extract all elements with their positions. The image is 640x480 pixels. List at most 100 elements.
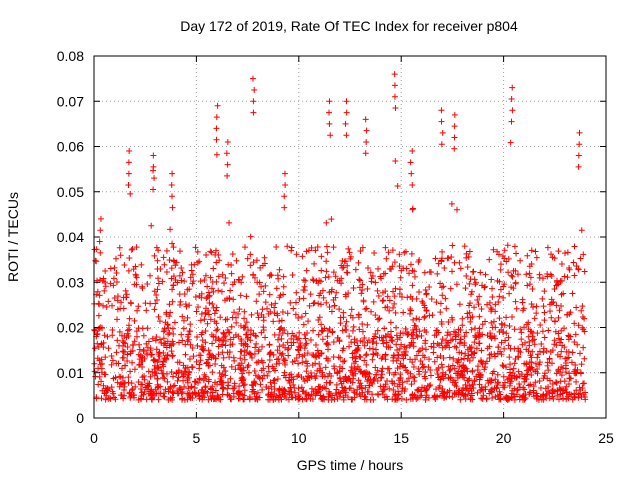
data-point-1814: [421, 302, 428, 309]
data-point-2315: [435, 329, 442, 336]
data-point-2021: [274, 375, 281, 382]
data-point-2064: [428, 343, 435, 350]
data-point-1505: [552, 379, 559, 386]
data-point-1586: [440, 375, 447, 382]
data-point-2512: [188, 383, 195, 390]
data-point-2266: [303, 267, 310, 274]
data-point-903: [192, 294, 199, 301]
data-point-2565: [128, 246, 135, 253]
data-point-1396: [284, 243, 291, 250]
data-point-904: [392, 158, 399, 165]
data-point-693: [536, 361, 543, 368]
data-point-2459: [434, 370, 441, 377]
data-point-1192: [441, 264, 448, 271]
data-point-1134: [575, 265, 582, 272]
data-point-1048: [228, 363, 235, 370]
data-point-456: [199, 393, 206, 400]
data-point-2403: [245, 362, 252, 369]
data-point-1165: [266, 357, 273, 364]
data-point-1049: [431, 358, 438, 365]
data-point-1186: [551, 255, 558, 262]
data-point-244: [396, 345, 403, 352]
data-point-2575: [501, 322, 508, 329]
data-point-2440: [235, 391, 242, 398]
data-point-1397: [557, 278, 564, 285]
data-point-505: [160, 335, 167, 342]
data-point-2517: [267, 350, 274, 357]
data-point-2476: [312, 247, 319, 254]
data-point-100: [121, 262, 128, 269]
data-point-2357: [265, 391, 272, 398]
data-point-2110: [382, 304, 389, 311]
data-point-1188: [155, 247, 162, 254]
data-point-2183: [566, 375, 573, 382]
data-point-1132: [318, 267, 325, 274]
data-point-2150: [492, 376, 499, 383]
data-point-642: [255, 358, 262, 365]
data-point-1924: [415, 365, 422, 372]
data-point-2149: [139, 364, 146, 371]
data-point-1076: [312, 341, 319, 348]
data-point-2012: [186, 302, 193, 309]
data-point-2043: [237, 366, 244, 373]
data-point-2083: [469, 381, 476, 388]
data-point-2086: [288, 342, 295, 349]
data-point-2107: [448, 268, 455, 275]
data-point-1553: [213, 247, 220, 254]
data-point-2029: [185, 374, 192, 381]
data-point-2614: [168, 193, 175, 200]
data-point-423: [481, 284, 488, 291]
data-point-213: [310, 277, 317, 284]
data-point-2603: [97, 249, 104, 256]
data-point-2294: [236, 383, 243, 390]
data-point-1112: [359, 389, 366, 396]
data-point-1237: [411, 268, 418, 275]
data-point-561: [159, 278, 166, 285]
data-point-1080: [555, 314, 562, 321]
data-point-2302: [93, 277, 100, 284]
data-point-2506: [317, 392, 324, 399]
data-point-191: [510, 365, 517, 372]
data-point-1521: [380, 297, 387, 304]
data-point-2527: [402, 248, 409, 255]
data-point-2599: [547, 301, 554, 308]
data-point-1077: [369, 391, 376, 398]
data-point-1423: [496, 388, 503, 395]
data-point-2479: [511, 243, 518, 250]
data-point-1520: [406, 270, 413, 277]
data-point-922: [249, 354, 256, 361]
data-point-2510: [413, 315, 420, 322]
data-point-51: [358, 290, 365, 297]
data-point-2492: [254, 396, 261, 403]
data-point-2493: [322, 274, 329, 281]
data-point-2560: [255, 348, 262, 355]
data-point-2544: [113, 270, 120, 277]
data-point-1170: [153, 291, 160, 298]
data-point-2612: [169, 170, 176, 177]
data-point-2109: [218, 288, 225, 295]
data-point-2383: [481, 366, 488, 373]
data-point-2364: [457, 339, 464, 346]
data-point-2660: [509, 84, 516, 91]
data-point-1714: [135, 379, 142, 386]
data-point-1889: [337, 320, 344, 327]
data-point-2189: [452, 329, 459, 336]
data-point-1675: [487, 304, 494, 311]
data-point-1464: [228, 270, 235, 277]
data-point-751: [570, 259, 577, 266]
data-point-1569: [295, 335, 302, 342]
data-point-2009: [421, 269, 428, 276]
data-point-1821: [315, 386, 322, 393]
data-point-1395: [532, 248, 539, 255]
data-point-2574: [575, 391, 582, 398]
data-point-2032: [545, 327, 552, 334]
data-point-798: [369, 351, 376, 358]
data-point-1989: [518, 336, 525, 343]
data-point-1972: [444, 388, 451, 395]
data-point-1684: [241, 387, 248, 394]
data-point-2433: [186, 286, 193, 293]
data-point-2430: [140, 348, 147, 355]
data-point-2400: [566, 370, 573, 377]
data-point-1901: [384, 396, 391, 403]
data-point-1809: [362, 306, 369, 313]
